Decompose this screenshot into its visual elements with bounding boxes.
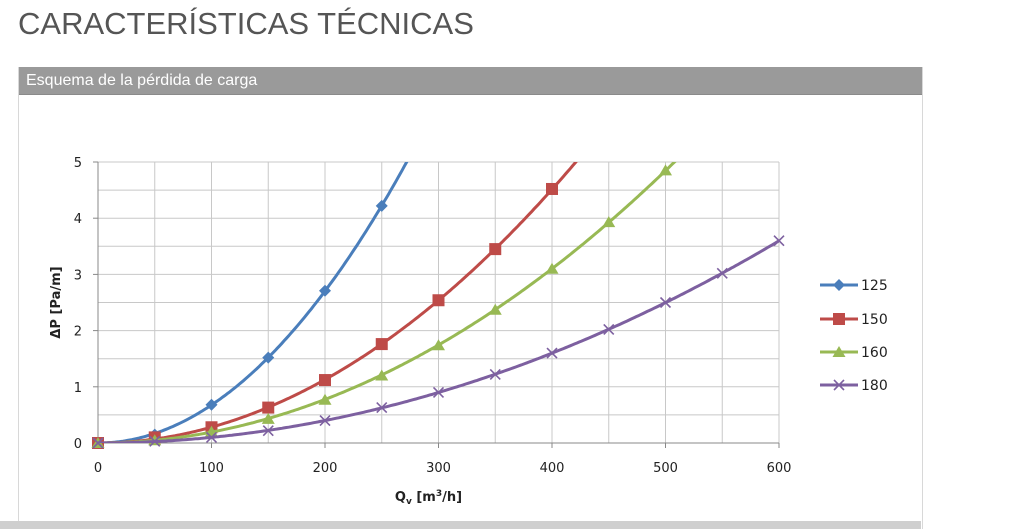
data-point [432,386,445,398]
legend-label: 125 [861,278,888,294]
data-point [546,347,558,359]
legend-item-180: 180 [820,378,888,394]
tick-labels: 0 100 200 300 400 500 600 0 1 2 3 4 5 [74,156,792,476]
data-point [262,425,274,437]
x-tick-label: 500 [653,461,678,476]
marker-stroke [603,323,615,336]
marker-stroke [92,437,104,449]
data-point [375,338,388,351]
panel-header: Esquema de la pérdida de carga [19,67,922,95]
x-axis-label-main: Q [395,490,406,505]
series-125 [92,162,409,449]
series-180 [92,235,785,449]
data-point [432,294,445,307]
data-point [375,199,388,212]
legend-swatch-marker [832,346,846,357]
legend-item-150: 150 [820,312,888,328]
x-axis-label-sup: 3 [436,489,442,499]
data-point [319,414,331,427]
legend-swatch-marker [833,379,845,391]
marker-stroke [773,235,785,247]
data-point [149,435,161,447]
marker-stroke [205,431,218,443]
x-tick-label: 600 [767,461,792,476]
x-axis-label-unit-end: /h] [442,490,462,505]
data-point [92,437,104,449]
series-line [98,162,578,443]
legend: 125 150 160 180 [820,278,888,394]
x-tick-label: 400 [540,461,565,476]
y-tick-label: 3 [74,268,82,283]
data-point [376,402,388,414]
marker-stroke [376,402,388,414]
data-point [773,235,785,247]
series [91,162,785,449]
x-tick-label: 300 [426,461,451,476]
data-point [716,267,728,279]
x-axis-label-sub: v [406,497,412,507]
marker-stroke [833,379,845,391]
chart-panel: Esquema de la pérdida de carga [18,67,923,529]
marker-stroke [716,267,728,279]
data-point [319,374,331,387]
legend-swatch-marker [833,279,845,291]
x-tick-label: 0 [94,461,102,476]
data-point [602,216,616,228]
data-point [659,164,672,176]
marker-stroke [319,414,331,427]
y-tick-label: 4 [74,212,82,227]
y-tick-label: 5 [74,156,82,171]
marker-stroke [149,435,161,447]
data-point [546,182,558,195]
data-point [262,351,275,364]
data-point [261,412,275,424]
data-point [318,393,332,405]
data-point [375,369,389,381]
data-point [432,339,445,351]
legend-item-160: 160 [820,345,888,361]
marker-stroke [262,425,274,437]
panel-title: Esquema de la pérdida de carga [26,72,258,89]
marker-stroke [659,296,672,309]
x-axis-label: Qv [m3/h] [395,489,462,507]
legend-item-125: 125 [820,278,888,294]
data-point [488,303,502,315]
marker-stroke [489,368,501,381]
x-tick-label: 200 [313,461,338,476]
data-point [205,431,218,443]
legend-swatch-marker [833,313,845,325]
data-point [659,296,672,309]
legend-label: 150 [861,312,888,328]
data-point [489,243,502,256]
data-point [205,398,218,411]
marker-stroke [546,347,558,359]
data-point [262,401,275,414]
x-axis-label-unit: [m [412,490,436,505]
series-160 [91,162,677,448]
x-tick-label: 100 [199,461,224,476]
y-tick-label: 0 [74,437,82,452]
page-title: CARACTERÍSTICAS TÉCNICAS [18,6,474,41]
legend-label: 180 [861,378,888,394]
data-point [603,323,615,336]
data-point [545,262,559,274]
y-axis-label: ΔP [Pa/m] [49,266,64,338]
data-point [319,284,331,297]
series-line [98,162,677,443]
data-point [489,368,501,381]
series-line [98,162,409,443]
marker-stroke [432,386,445,398]
y-tick-label: 2 [74,325,82,340]
y-tick-label: 1 [74,381,82,396]
bottom-divider [0,521,921,529]
legend-label: 160 [861,345,888,361]
